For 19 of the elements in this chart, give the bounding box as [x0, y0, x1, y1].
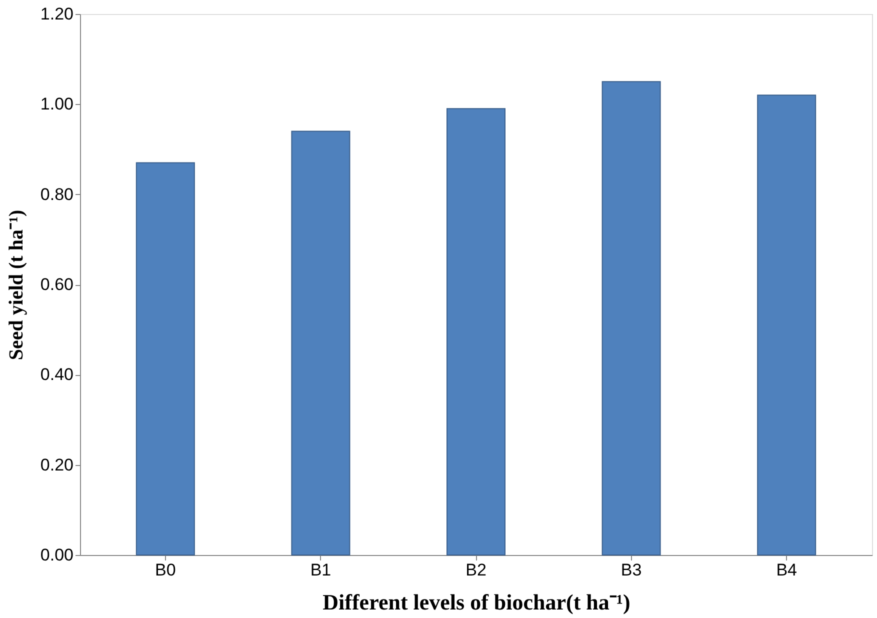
y-tick-label: 0.40: [40, 365, 74, 384]
x-tick-label: B0: [155, 560, 176, 580]
x-tick-label: B3: [620, 560, 642, 580]
y-tick-label: 0.60: [40, 275, 74, 294]
bar: [446, 108, 506, 556]
x-axis-title: Different levels of biochar(t ha⁻¹): [322, 590, 630, 614]
y-tick-label: 0.20: [40, 455, 74, 474]
y-axis-title: Seed yield (t ha⁻¹): [5, 210, 28, 360]
bar: [602, 81, 661, 556]
bar: [757, 94, 816, 556]
bar: [291, 130, 350, 556]
y-tick-label: 0.80: [40, 184, 74, 204]
bar: [136, 162, 195, 556]
y-tick-label: 1.20: [40, 4, 74, 24]
y-tick-label: 1.00: [40, 94, 74, 114]
x-tick-label: B4: [776, 560, 797, 580]
x-tick-label: B1: [310, 560, 332, 580]
y-tick-label: 0.00: [40, 546, 74, 564]
x-tick-label: B2: [466, 560, 486, 580]
